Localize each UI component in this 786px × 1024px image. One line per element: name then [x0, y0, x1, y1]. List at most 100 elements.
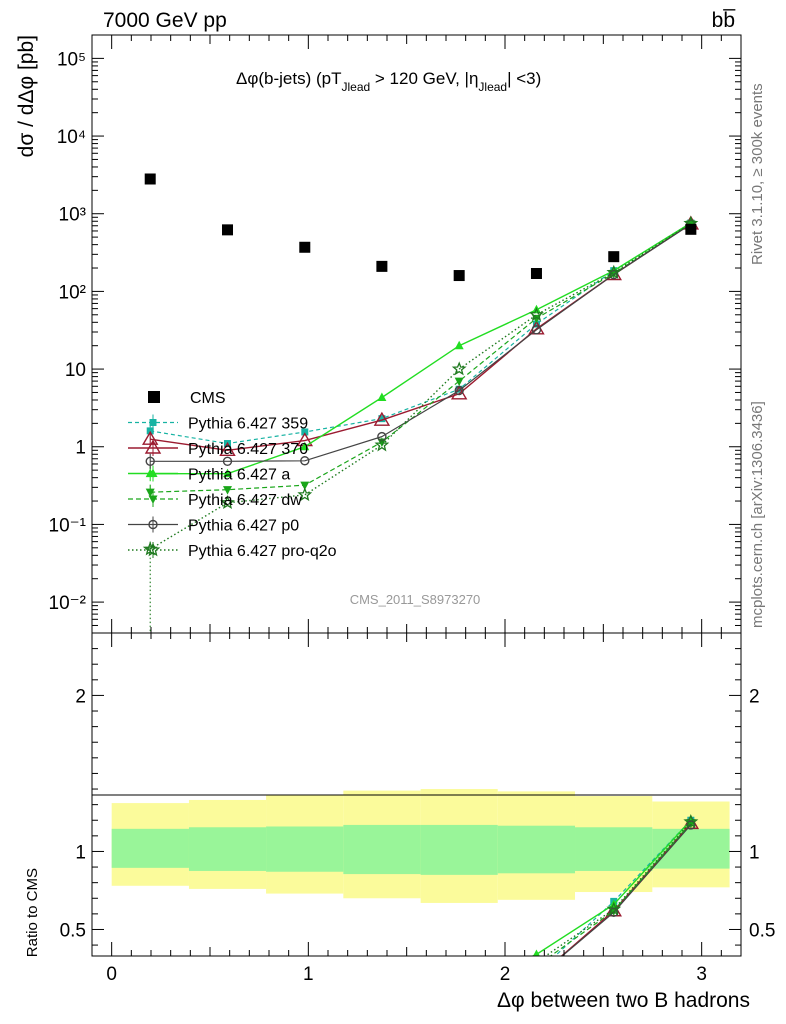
legend-label: CMS: [190, 390, 226, 407]
ratio-y-tick-label: 2: [75, 686, 86, 707]
ratio-series-line: [561, 824, 692, 956]
series-line: [150, 222, 692, 475]
series-point: [223, 468, 233, 478]
ratio-clip-group: [531, 814, 700, 956]
cms-point: [299, 241, 311, 253]
cms-point: [453, 270, 465, 282]
ratio-series-line: [544, 821, 692, 956]
series-point: [145, 488, 155, 498]
legend: CMS Pythia 6.427 359 Pythia 6.427 370 Pythi…: [128, 390, 337, 560]
ratio-series-point: [686, 820, 696, 830]
series-point: [219, 441, 236, 456]
x-tick-label: 3: [696, 964, 707, 985]
legend-marker: [148, 495, 158, 504]
main-y-tick-label: 10: [65, 360, 86, 381]
ratio-y-tick-label-right: 1: [749, 842, 760, 863]
series-point: [454, 340, 464, 350]
series-point: [455, 385, 463, 393]
series-point: [297, 487, 313, 502]
legend-label: Pythia 6.427 p0: [188, 518, 299, 535]
legend-label: Pythia 6.427 a: [188, 467, 290, 484]
main-plot-title: Δφ(b-jets) (pTJlead > 120 GeV, |ηJlead| …: [236, 69, 541, 94]
ratio-series-line: [549, 823, 692, 956]
series-point: [141, 430, 159, 445]
ratio-series-point: [683, 814, 699, 829]
cms-point: [376, 260, 388, 272]
ratio-band-inner: [111, 828, 189, 868]
series-point: [531, 325, 542, 335]
series-point: [454, 385, 464, 396]
series-point: [606, 264, 622, 279]
legend-marker: [144, 439, 162, 454]
series-point: [300, 441, 310, 451]
main-y-tick-label: 10²: [59, 282, 86, 303]
series-point: [301, 428, 309, 436]
ratio-panel-series: [531, 814, 700, 956]
main-y-tick-label: 10⁻²: [49, 593, 87, 614]
main-y-tick-label: 10⁻¹: [49, 515, 87, 536]
series-line: [150, 222, 692, 445]
series-point: [451, 361, 467, 376]
series-point: [220, 494, 235, 510]
series-point: [145, 456, 155, 466]
series-point: [374, 437, 390, 452]
ratio-band-inner: [266, 826, 344, 872]
main-y-tick-label: 1: [75, 438, 86, 459]
ratio-band-inner: [420, 824, 498, 875]
ratio-y-tick-label: 0.5: [60, 920, 86, 941]
x-axis-label: Δφ between two B hadrons: [497, 989, 750, 1012]
main-y-tick-label: 10⁵: [57, 49, 86, 70]
series-point: [300, 481, 310, 491]
main-y-axis-label: dσ / dΔφ [pb]: [15, 35, 38, 157]
main-y-tick-label: 10⁴: [57, 127, 86, 148]
series-point: [454, 377, 464, 387]
legend-label: Pythia 6.427 370: [188, 441, 308, 458]
analysis-watermark: CMS_2011_S8973270: [350, 592, 481, 607]
cms-point: [222, 224, 234, 236]
legend-marker: [145, 542, 161, 557]
series-point: [300, 456, 310, 466]
ratio-y-tick-label-right: 2: [749, 686, 760, 707]
series-point: [373, 411, 391, 426]
legend-marker: [148, 468, 158, 477]
legend-label: Pythia 6.427 dw: [188, 492, 302, 509]
series-point: [377, 392, 387, 402]
legend-label: Pythia 6.427 359: [188, 416, 308, 433]
ratio-series-point: [532, 949, 540, 956]
series-point: [222, 456, 233, 466]
cms-point: [685, 223, 697, 235]
energy-label: 7000 GeV pp: [103, 9, 227, 32]
ratio-uncertainty-bands: [111, 789, 730, 903]
legend-label: Pythia 6.427 pro-q2o: [188, 543, 337, 560]
legend-marker: [148, 519, 158, 530]
ratio-band-inner: [497, 825, 576, 874]
ratio-y-tick-label-right: 0.5: [749, 920, 775, 941]
ratio-band-inner: [188, 827, 267, 871]
ratio-series-line: [531, 819, 692, 956]
cms-data-points: [144, 173, 697, 282]
x-tick-label: 2: [500, 964, 511, 985]
cms-point: [608, 251, 620, 263]
ratio-panel-ticks: 0.5 0.5 1 1 2 2 0 1 2 3: [60, 633, 775, 985]
main-y-tick-label: 10³: [59, 205, 86, 226]
legend-marker: [149, 419, 157, 426]
ratio-y-axis-label: Ratio to CMS: [24, 868, 41, 957]
ratio-series-point: [606, 901, 622, 916]
series-line: [150, 223, 692, 493]
ratio-y-tick-label: 1: [75, 842, 86, 863]
x-tick-label: 1: [303, 964, 314, 985]
process-label: bb̅: [712, 9, 737, 32]
ratio-band-inner: [575, 827, 653, 871]
ratio-panel-frame: [91, 632, 742, 957]
legend-marker-cms: [148, 391, 160, 403]
cms-point: [530, 268, 542, 280]
ratio-series-line: [560, 822, 692, 956]
main-panel-ticks: 10⁻² 10⁻¹ 1 10 10² 10³ 10⁴ 10⁵: [49, 34, 741, 634]
series-point: [532, 320, 540, 328]
series-point: [529, 307, 544, 322]
series-point: [378, 415, 386, 423]
cms-point: [144, 173, 156, 185]
rivet-version-label: Rivet 3.1.10, ≥ 300k events: [749, 83, 766, 265]
ratio-band-inner: [343, 824, 421, 875]
